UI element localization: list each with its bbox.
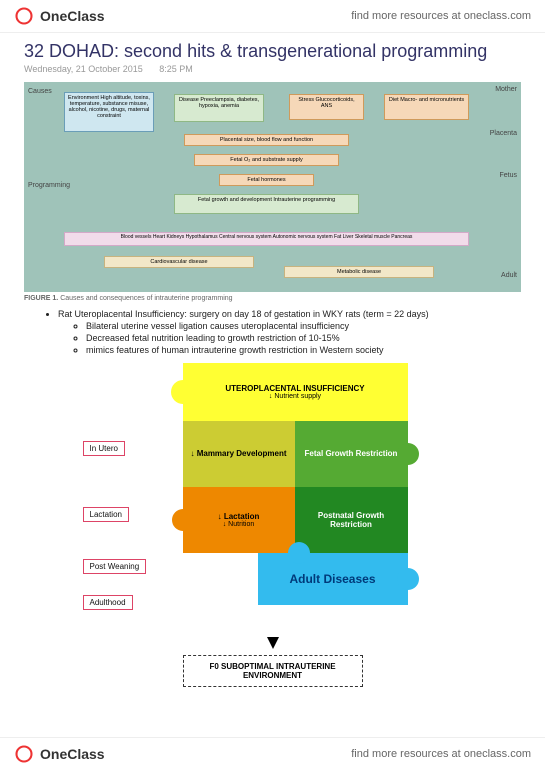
box-environment: Environment High altitude, toxins, tempe… <box>64 92 154 132</box>
box-o2: Fetal O₂ and substrate supply <box>194 154 339 166</box>
puzzle-lactation-title: ↓ Lactation <box>218 512 260 521</box>
find-more-link-top[interactable]: find more resources at oneclass.com <box>351 10 531 22</box>
puzzle-diagram: UTEROPLACENTAL INSUFFICIENCY ↓ Nutrient … <box>83 363 463 633</box>
box-growth: Fetal growth and development Intrauterin… <box>174 194 359 214</box>
puzzle-top-sub: ↓ Nutrient supply <box>269 393 321 400</box>
puzzle-mammary-title: ↓ Mammary Development <box>190 449 286 458</box>
logo-icon <box>14 744 34 764</box>
puzzle-pgr: Postnatal Growth Restriction <box>295 487 408 553</box>
label-mother: Mother <box>495 86 517 93</box>
label-lactation: Lactation <box>83 507 129 522</box>
box-organs: Blood vessels Heart Kidneys Hypothalamus… <box>64 232 469 246</box>
bullet-sub-3: mimics features of human intrauterine gr… <box>86 344 521 356</box>
down-arrow-icon <box>267 637 279 649</box>
bullet-sub-2: Decreased fetal nutrition leading to gro… <box>86 332 521 344</box>
puzzle-adult: Adult Diseases <box>258 553 408 605</box>
puzzle-top: UTEROPLACENTAL INSUFFICIENCY ↓ Nutrient … <box>183 363 408 421</box>
logo-header: OneClass <box>14 6 105 26</box>
puzzle-lactation: ↓ Lactation ↓ Nutrition <box>183 487 295 553</box>
label-adulthood: Adulthood <box>83 595 133 610</box>
puzzle-fgr-title: Fetal Growth Restriction <box>305 449 398 458</box>
find-more-link-bottom[interactable]: find more resources at oneclass.com <box>351 748 531 760</box>
box-placenta-fn: Placental size, blood flow and function <box>184 134 349 146</box>
label-postweaning: Post Weaning <box>83 559 147 574</box>
bullet-sub-1: Bilateral uterine vessel ligation causes… <box>86 320 521 332</box>
box-hormones: Fetal hormones <box>219 174 314 186</box>
note-date: Wednesday, 21 October 2015 <box>24 64 143 74</box>
f0-environment-box: F0 SUBOPTIMAL INTRAUTERINE ENVIRONMENT <box>183 655 363 687</box>
logo-footer: OneClass <box>14 744 105 764</box>
label-causes: Causes <box>28 88 52 95</box>
bullet-main: Rat Uteroplacental Insufficiency: surger… <box>58 308 521 320</box>
figure-1-caption: FIGURE 1. Causes and consequences of int… <box>24 295 521 302</box>
box-metabolic: Metabolic disease <box>284 266 434 278</box>
note-time: 8:25 PM <box>159 64 193 74</box>
box-diet: Diet Macro- and micronutrients <box>384 94 469 120</box>
note-meta: Wednesday, 21 October 2015 8:25 PM <box>24 64 521 74</box>
logo-icon <box>14 6 34 26</box>
bullet-list: Rat Uteroplacental Insufficiency: surger… <box>58 308 521 357</box>
brand-name: OneClass <box>40 8 105 24</box>
box-stress: Stress Glucocorticoids, ANS <box>289 94 364 120</box>
puzzle-pgr-title: Postnatal Growth Restriction <box>301 511 402 529</box>
puzzle-fgr: Fetal Growth Restriction <box>295 421 408 487</box>
puzzle-adult-title: Adult Diseases <box>289 572 375 586</box>
puzzle-top-title: UTEROPLACENTAL INSUFFICIENCY <box>225 384 364 393</box>
box-disease: Disease Preeclampsia, diabetes, hypoxia,… <box>174 94 264 122</box>
figure-1-diagram: Causes Programming Mother Placenta Fetus… <box>24 82 521 292</box>
label-adult: Adult <box>501 272 517 279</box>
label-in-utero: In Utero <box>83 441 125 456</box>
label-fetus: Fetus <box>499 172 517 179</box>
box-cardio: Cardiovascular disease <box>104 256 254 268</box>
puzzle-mammary: ↓ Mammary Development <box>183 421 295 487</box>
puzzle-lactation-sub: ↓ Nutrition <box>223 521 255 528</box>
page-title: 32 DOHAD: second hits & transgenerationa… <box>24 41 521 62</box>
brand-name-footer: OneClass <box>40 746 105 762</box>
